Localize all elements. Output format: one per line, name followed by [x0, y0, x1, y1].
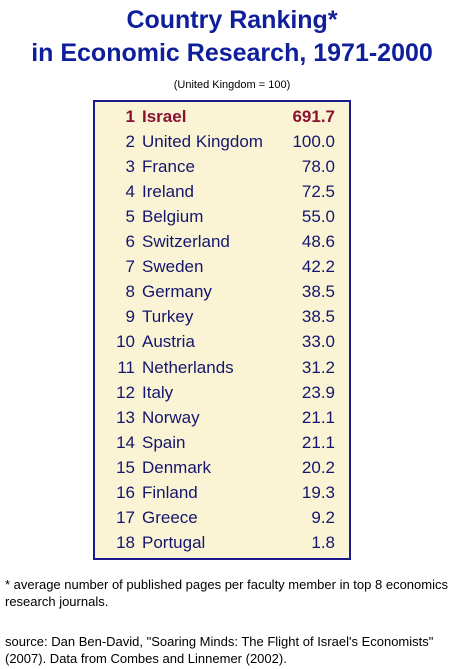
table-row-15: 15 Denmark 20.2	[95, 455, 349, 480]
country-cell: Portugal	[142, 532, 206, 552]
table-row-2: 2 United Kingdom 100.0	[95, 129, 349, 154]
rank-cell: 17	[116, 507, 135, 527]
footnote: * average number of published pages per …	[5, 577, 448, 609]
country-cell: Denmark	[142, 457, 211, 477]
score-cell: 20.2	[301, 457, 335, 477]
table-row-12: 12 Italy 23.9	[95, 380, 349, 405]
rank-cell: 3	[125, 157, 135, 177]
table-row-17: 17 Greece 9.2	[95, 505, 349, 530]
country-cell: Ireland	[142, 182, 194, 202]
score-cell: 48.6	[301, 232, 335, 252]
country-cell: Finland	[142, 482, 198, 502]
rank-cell: 5	[125, 207, 135, 227]
rank-cell: 13	[116, 407, 135, 427]
table-row-16: 16 Finland 19.3	[95, 480, 349, 505]
table-row-7: 7 Sweden 42.2	[95, 254, 349, 279]
ranking-table: 1 Israel 691.7 2 United Kingdom 100.0 3 France 7…	[93, 100, 351, 560]
score-cell: 1.8	[311, 532, 335, 552]
rank-cell: 8	[125, 282, 135, 302]
rank-cell: 7	[125, 257, 135, 277]
score-cell: 42.2	[301, 257, 335, 277]
table-row-10: 10 Austria 33.0	[95, 329, 349, 354]
table-row-11: 11 Netherlands 31.2	[95, 355, 349, 380]
table-row-6: 6 Switzerland 48.6	[95, 229, 349, 254]
score-cell: 31.2	[301, 357, 335, 377]
score-cell: 33.0	[301, 332, 335, 352]
table-row-8: 8 Germany 38.5	[95, 279, 349, 304]
country-cell: Austria	[142, 332, 195, 352]
country-cell: Sweden	[142, 257, 204, 277]
score-cell: 78.0	[301, 157, 335, 177]
rank-cell: 2	[125, 132, 135, 152]
rank-cell: 14	[116, 432, 135, 452]
rank-cell: 1	[125, 107, 135, 126]
table-row-9: 9 Turkey 38.5	[95, 304, 349, 329]
score-cell: 72.5	[301, 182, 335, 202]
country-cell: Norway	[142, 407, 200, 427]
table-row-13: 13 Norway 21.1	[95, 405, 349, 430]
rank-cell: 16	[116, 482, 135, 502]
country-cell: Germany	[142, 282, 212, 302]
country-cell: Netherlands	[142, 357, 234, 377]
chart-title-line-1: Country Ranking*	[126, 6, 338, 34]
rank-cell: 9	[125, 307, 135, 327]
chart-subtitle: (United Kingdom = 100)	[173, 79, 291, 91]
score-cell: 38.5	[301, 282, 335, 302]
score-cell: 19.3	[301, 482, 335, 502]
country-cell: Greece	[142, 507, 198, 527]
table-row-4: 4 Ireland 72.5	[95, 179, 349, 204]
table-row-18: 18 Portugal 1.8	[95, 530, 349, 555]
table-row-5: 5 Belgium 55.0	[95, 204, 349, 229]
rank-cell: 12	[116, 382, 135, 402]
country-cell: Turkey	[142, 307, 194, 327]
table-row-14: 14 Spain 21.1	[95, 430, 349, 455]
score-cell: 9.2	[311, 507, 335, 527]
country-cell: United Kingdom	[142, 132, 263, 152]
table-row-3: 3 France 78.0	[95, 154, 349, 179]
country-cell: Spain	[142, 432, 186, 452]
rank-cell: 10	[116, 332, 135, 352]
country-cell: Italy	[142, 382, 174, 402]
table-row-1: 1 Israel 691.7	[95, 104, 349, 129]
score-cell: 21.1	[301, 407, 335, 427]
rank-cell: 18	[116, 532, 135, 552]
score-cell: 55.0	[301, 207, 335, 227]
country-cell: Switzerland	[142, 232, 230, 252]
chart-title-line-2: in Economic Research, 1971-2000	[31, 39, 433, 67]
score-cell: 100.0	[292, 132, 335, 152]
country-cell: France	[142, 157, 195, 177]
score-cell: 38.5	[301, 307, 335, 327]
rank-cell: 11	[117, 357, 135, 377]
country-cell: Belgium	[142, 207, 204, 227]
country-cell: Israel	[142, 107, 187, 126]
score-cell: 23.9	[301, 382, 335, 402]
score-cell: 21.1	[301, 432, 335, 452]
rank-cell: 4	[125, 182, 135, 202]
rank-cell: 15	[116, 457, 135, 477]
rank-cell: 6	[125, 232, 135, 252]
source-note: source: Dan Ben-David, "Soaring Minds: T…	[5, 634, 434, 666]
score-cell: 691.7	[292, 107, 335, 126]
